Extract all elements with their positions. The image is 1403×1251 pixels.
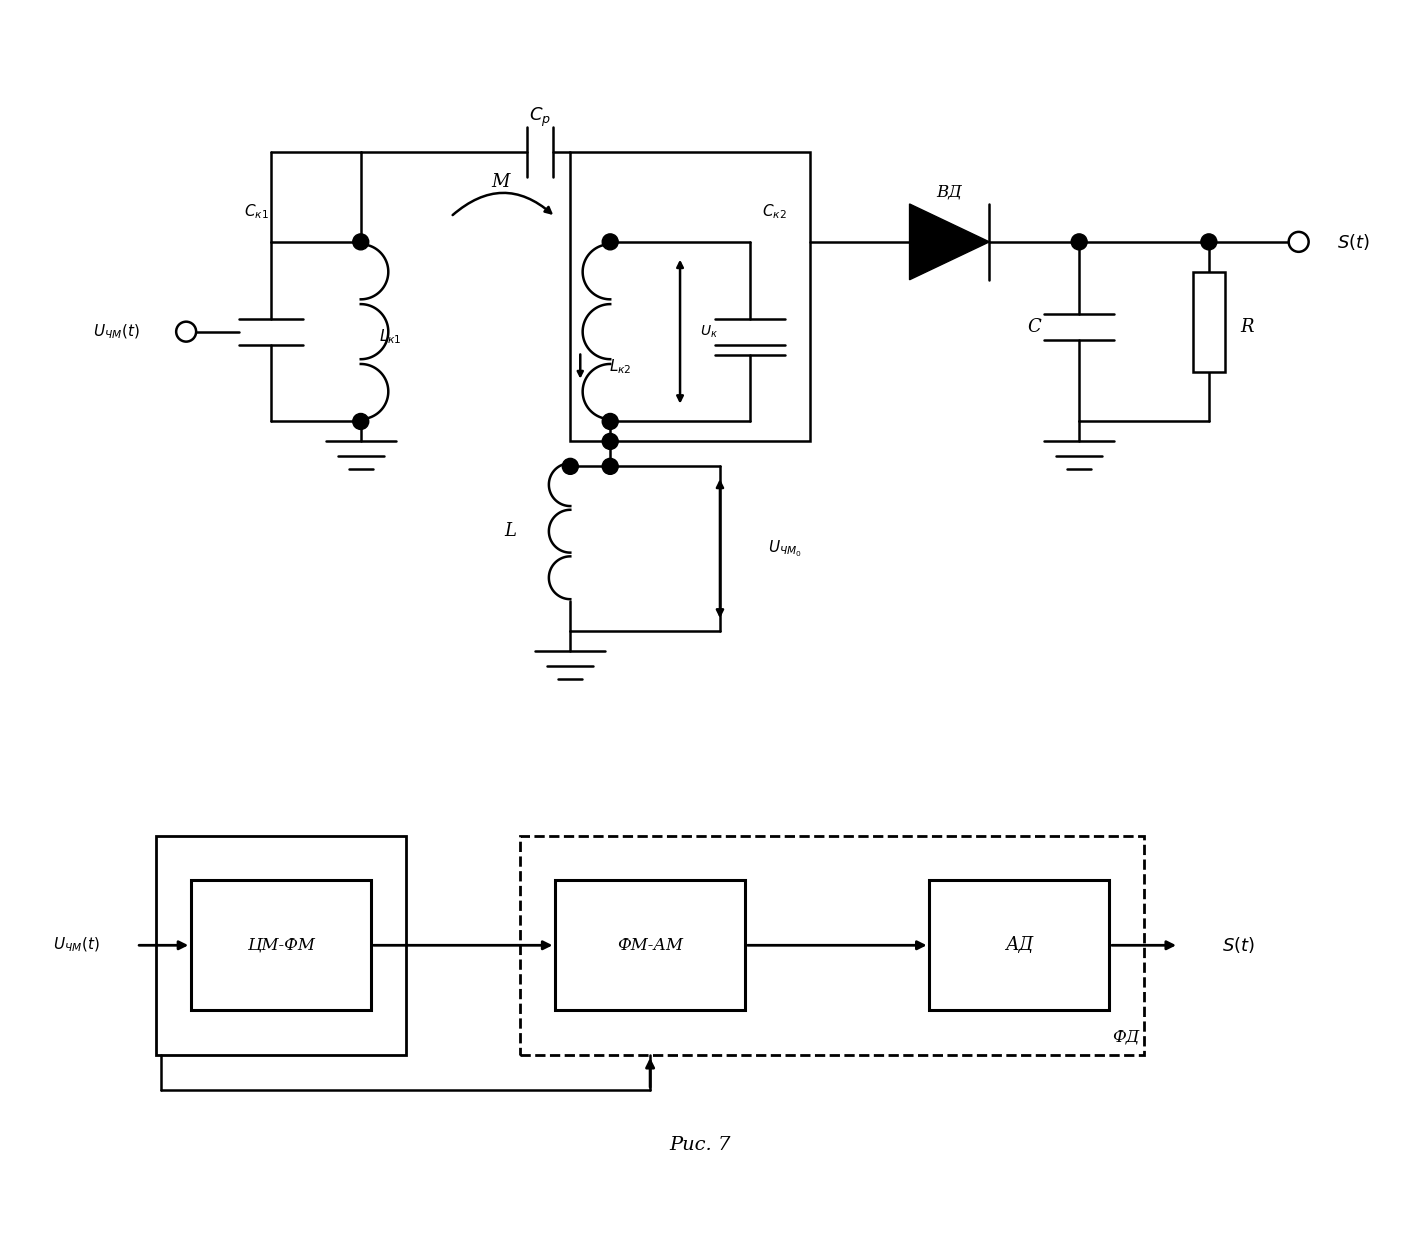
Circle shape — [1201, 234, 1216, 250]
Text: $U_к$: $U_к$ — [700, 324, 718, 340]
Text: $U_{ЧМ}(t)$: $U_{ЧМ}(t)$ — [93, 323, 140, 340]
Text: ЦМ-ФМ: ЦМ-ФМ — [247, 937, 314, 953]
Circle shape — [563, 458, 578, 474]
Bar — [156, 836, 405, 1055]
Bar — [1193, 271, 1225, 372]
Polygon shape — [909, 204, 989, 280]
Circle shape — [352, 234, 369, 250]
Text: $C_р$: $C_р$ — [529, 105, 551, 129]
Text: $U_{ЧМ_0}$: $U_{ЧМ_0}$ — [767, 538, 801, 559]
Circle shape — [602, 458, 619, 474]
Circle shape — [602, 414, 619, 429]
Circle shape — [1289, 231, 1309, 251]
Circle shape — [602, 433, 619, 449]
Bar — [191, 881, 370, 1010]
Bar — [556, 881, 745, 1010]
Text: C: C — [1027, 318, 1041, 335]
Text: ВД: ВД — [937, 184, 962, 200]
Text: $C_{к1}$: $C_{к1}$ — [244, 203, 268, 221]
Text: $S(t)$: $S(t)$ — [1337, 231, 1369, 251]
Circle shape — [1070, 234, 1087, 250]
Bar — [521, 836, 1143, 1055]
Text: $L_{к1}$: $L_{к1}$ — [379, 328, 403, 347]
Bar — [570, 153, 810, 442]
Text: Рис. 7: Рис. 7 — [669, 1136, 731, 1153]
Text: L: L — [505, 522, 516, 540]
Text: $S(t)$: $S(t)$ — [1222, 936, 1256, 956]
Text: M: M — [491, 173, 509, 191]
Text: АД: АД — [1005, 936, 1034, 955]
Text: ФМ-АМ: ФМ-АМ — [617, 937, 683, 953]
Circle shape — [177, 322, 196, 342]
Text: R: R — [1240, 318, 1253, 335]
Text: $L_{к2}$: $L_{к2}$ — [609, 358, 631, 377]
Text: $C_{к2}$: $C_{к2}$ — [762, 203, 787, 221]
Text: $U_{ЧМ}(t)$: $U_{ЧМ}(t)$ — [53, 936, 100, 955]
Bar — [930, 881, 1110, 1010]
Circle shape — [602, 234, 619, 250]
Text: ФД: ФД — [1111, 1028, 1139, 1046]
Circle shape — [352, 414, 369, 429]
